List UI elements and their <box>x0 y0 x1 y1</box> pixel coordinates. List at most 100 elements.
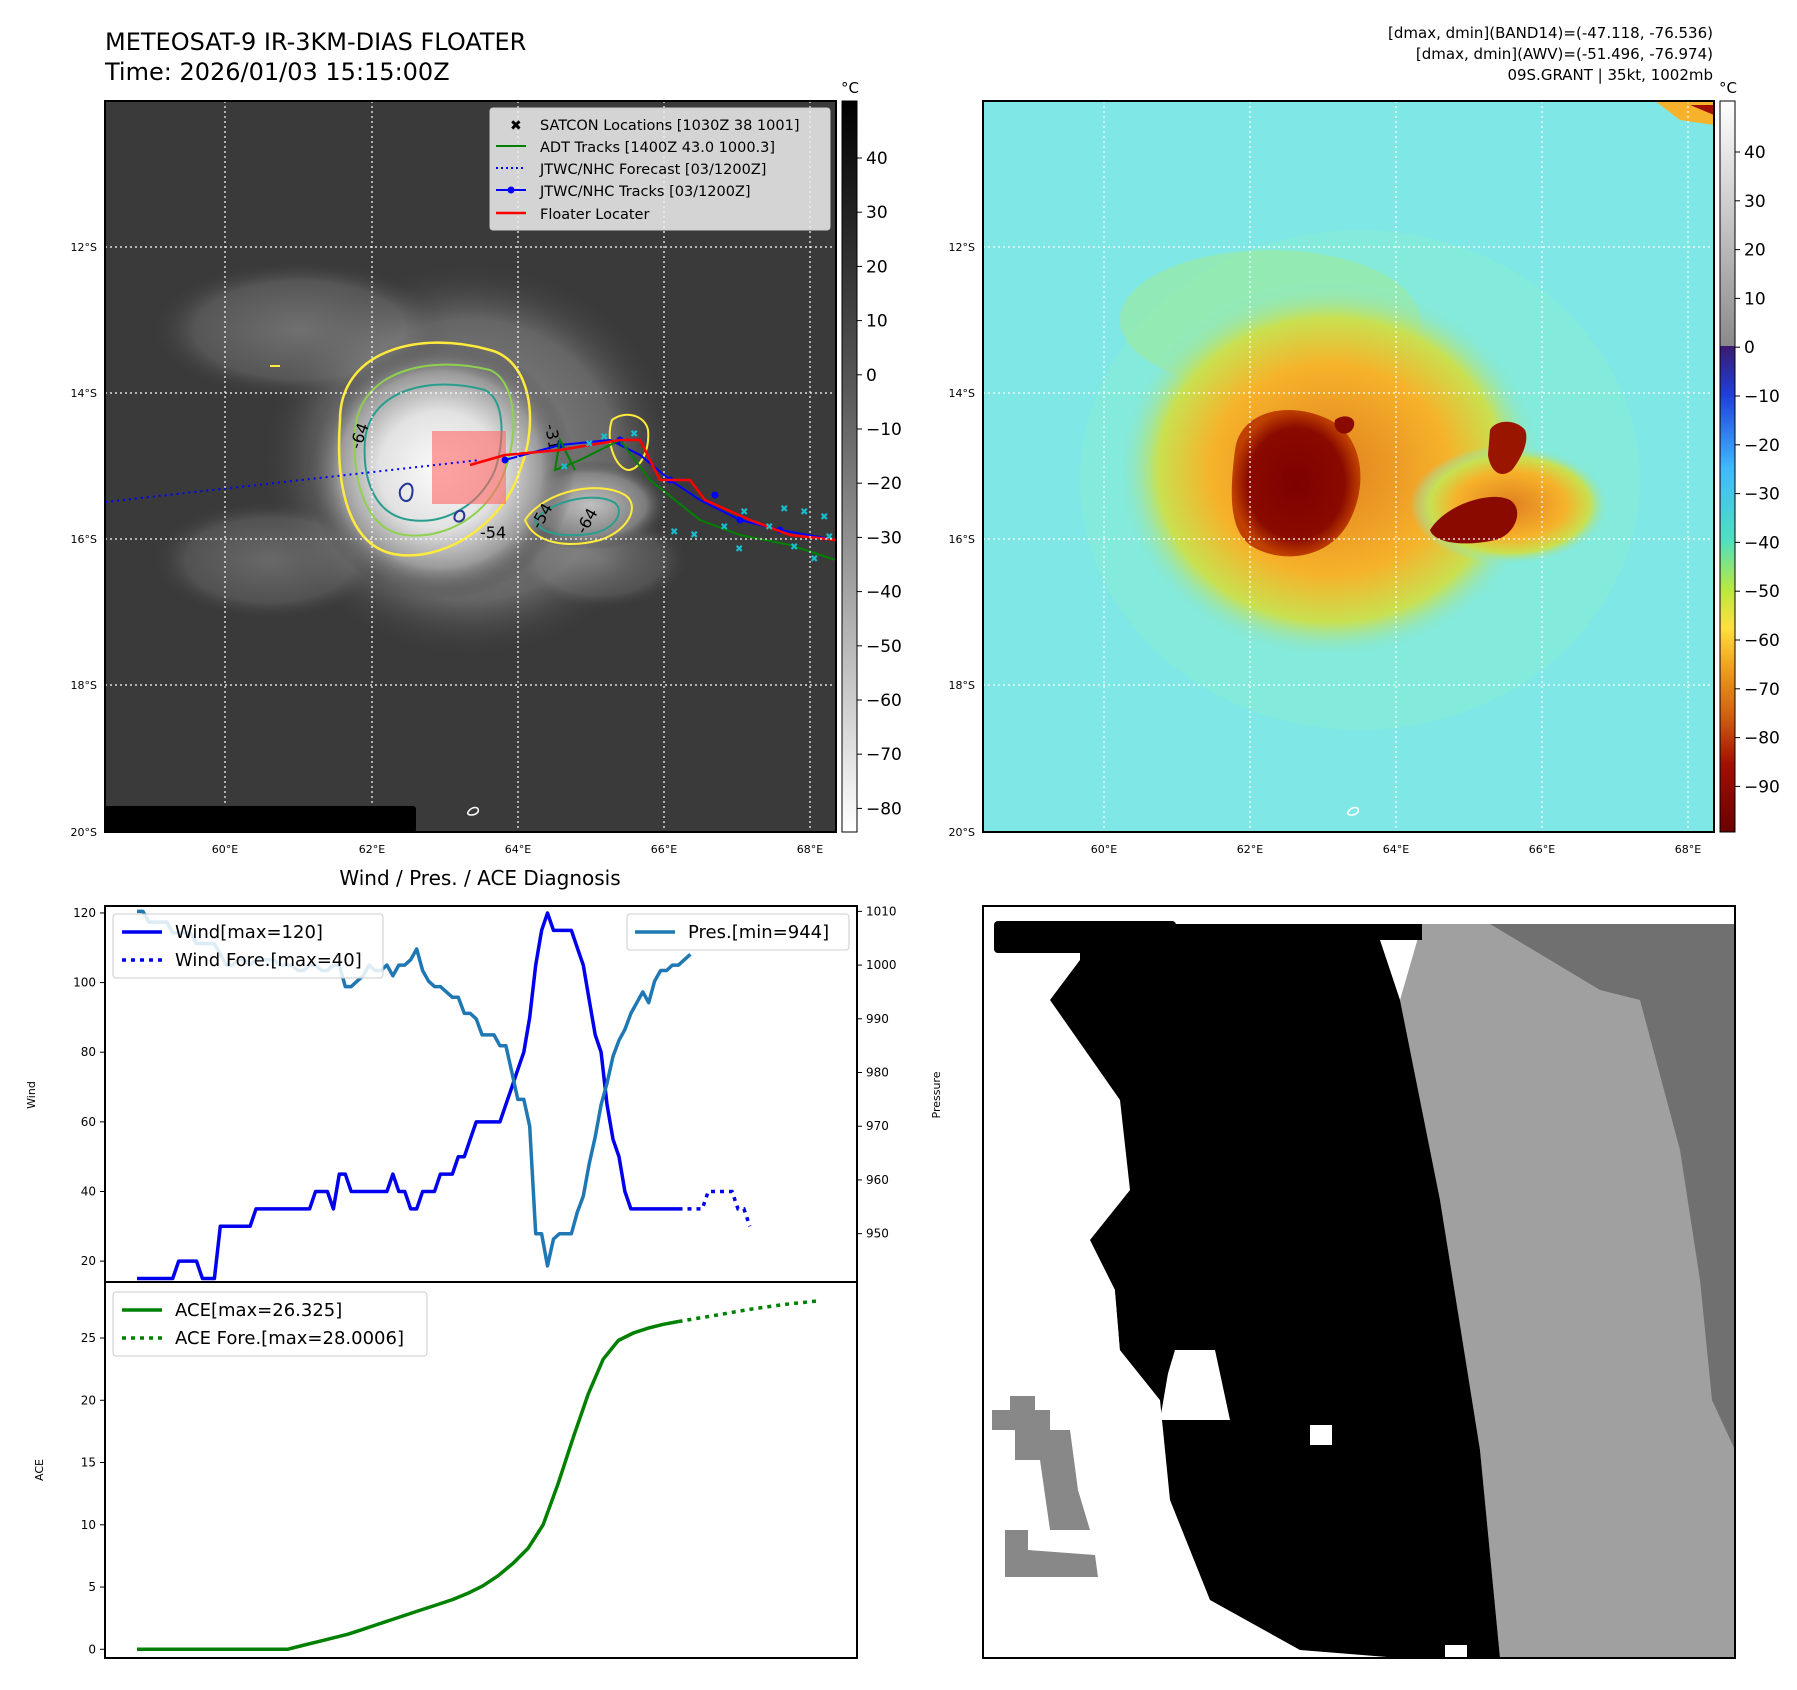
legend-forecast-label: JTWC/NHC Forecast [03/1200Z] <box>539 162 766 178</box>
ir-colorbar-tick-label: 20 <box>866 257 888 277</box>
stats-line1: [dmax, dmin](BAND14)=(-47.118, -76.536) <box>1388 24 1713 42</box>
wmg-frame <box>982 905 1736 1659</box>
ir-lat-label: 20°S <box>71 826 97 839</box>
wind-tick-label: 120 <box>73 906 96 920</box>
legend-floater-label: Floater Locater <box>540 207 649 223</box>
wind-line <box>137 911 679 1281</box>
pressure-tick-label: 1000 <box>866 958 897 972</box>
bd-colorbar-tick-label: −20 <box>1744 436 1780 456</box>
svg-text:✖: ✖ <box>740 507 748 518</box>
bd-colorbar-tick-label: −30 <box>1744 485 1780 505</box>
bd-colorbar-tick-label: −10 <box>1744 387 1780 407</box>
wind-tick-label: 40 <box>81 1184 96 1198</box>
bd-lon-label: 60°E <box>1091 843 1117 856</box>
bd-colorbar-tick-label: 30 <box>1744 192 1766 212</box>
pressure-tick-label: 970 <box>866 1119 889 1133</box>
bd-colorbar-lower <box>1720 346 1735 832</box>
wind-forecast-line <box>678 1189 752 1227</box>
bd-colorbar-tick-label: 20 <box>1744 241 1766 261</box>
wind-tick-label: 80 <box>81 1045 96 1059</box>
svg-text:✖: ✖ <box>720 522 728 533</box>
contour-label-2: -54 <box>480 523 506 542</box>
pressure-tick-label: 990 <box>866 1012 889 1026</box>
floater-box <box>432 431 506 504</box>
wmg-light-gray-region <box>1400 924 1735 1658</box>
ace-tick-label: 0 <box>88 1642 96 1656</box>
svg-text:✖: ✖ <box>765 522 773 533</box>
svg-text:✖: ✖ <box>670 527 678 538</box>
stats-line2: [dmax, dmin](AWV)=(-51.496, -76.974) <box>1416 45 1713 63</box>
bd-lon-label: 66°E <box>1529 843 1555 856</box>
pressure-axis-label: Pressure <box>930 1071 943 1118</box>
legend-ace-fore-label: ACE Fore.[max=28.0006] <box>175 1328 404 1349</box>
svg-text:✖: ✖ <box>800 507 808 518</box>
bd-lon-label: 62°E <box>1237 843 1263 856</box>
ir-lat-labels: 12°S 14°S 16°S 18°S 20°S <box>71 241 97 839</box>
bd-colorbar-tick-label: −50 <box>1744 582 1780 602</box>
svg-text:✖: ✖ <box>810 554 818 565</box>
wmg-count-label: WMG Count: 0 <box>1002 927 1155 949</box>
ir-lat-label: 14°S <box>71 387 97 400</box>
legend-pressure-label: Pres.[min=944] <box>688 922 829 943</box>
svg-text:✖: ✖ <box>735 544 743 555</box>
bd-lat-label: 16°S <box>949 533 975 546</box>
floater-locater-track <box>469 438 836 542</box>
wmg-count-badge <box>994 921 1176 953</box>
bd-colorbar-tick-label: −60 <box>1744 631 1780 651</box>
legend-adt-label: ADT Tracks [1400Z 43.0 1000.3] <box>540 140 775 156</box>
bd-map-frame <box>982 100 1715 833</box>
ace-tick-label: 25 <box>81 1331 96 1345</box>
svg-text:✖: ✖ <box>560 462 568 473</box>
wind-pressure-chart: 20 40 60 80 100 120 950 960 970 980 990 1000 1010 Wi… <box>25 904 943 1283</box>
bd-lat-labels: 12°S 14°S 16°S 18°S 20°S <box>949 241 975 839</box>
ir-colorbar-tick-label: 0 <box>866 366 877 386</box>
bd-colorbar-tick-label: −90 <box>1744 777 1780 797</box>
copyright-text: Copyright © 2020-2026 Dapiya <box>108 810 387 829</box>
bd-colorbar-tick-label: 0 <box>1744 338 1755 358</box>
diagnosis-title: Wind / Pres. / ACE Diagnosis <box>339 866 620 890</box>
ir-map-frame <box>104 100 837 833</box>
wind-tick-label: 20 <box>81 1254 96 1268</box>
ace-marks: 0 5 10 15 20 25 <box>81 1298 821 1656</box>
adt-track <box>553 436 836 561</box>
legend-satcon-label: SATCON Locations [1030Z 38 1001] <box>540 118 799 134</box>
ace-axis-label: ACE <box>33 1459 46 1481</box>
wmg-gray-patch <box>992 1396 1090 1530</box>
wind-pressure-marks: 20 40 60 80 100 120 950 960 970 980 990 1000 1010 <box>73 904 897 1281</box>
bd-lat-label: 18°S <box>949 679 975 692</box>
ir-colorbar-tick-label: −20 <box>866 474 902 494</box>
ir-lon-label: 62°E <box>359 843 385 856</box>
ir-colorbar-tick-label: 30 <box>866 203 888 223</box>
bd-colorbar-tick-label: 40 <box>1744 143 1766 163</box>
svg-text:✖: ✖ <box>630 429 638 440</box>
ace-chart: 0 5 10 15 20 25 ACE ACE[max=26.325] ACE Fore.… <box>33 1281 858 1659</box>
storm-summary: 09S.GRANT | 35kt, 1002mb <box>1507 66 1713 84</box>
title-line2: Time: 2026/01/03 15:15:00Z <box>104 58 450 86</box>
ir-colorbar-unit: °C <box>841 79 859 97</box>
wmg-black-region <box>1050 924 1500 1658</box>
svg-text:✖: ✖ <box>790 542 798 553</box>
wind-tick-label: 60 <box>81 1115 96 1129</box>
ir-colorbar-tick-label: 40 <box>866 149 888 169</box>
svg-text:✖: ✖ <box>690 530 698 541</box>
bd-map-panel: 12°S 14°S 16°S 18°S 20°S 60°E 62°E 64°E … <box>949 79 1780 856</box>
bd-gridlines <box>983 101 1714 832</box>
ir-colorbar-tick-label: −10 <box>866 420 902 440</box>
ir-colorbar-tick-label: −30 <box>866 528 902 548</box>
svg-text:✖: ✖ <box>780 504 788 515</box>
wmg-panel: WMG Count: 0 <box>982 905 1736 1659</box>
pressure-tick-label: 1010 <box>866 904 897 918</box>
legend-wind-fore-label: Wind Fore.[max=40] <box>175 950 362 971</box>
wmg-dark-gray-region <box>1490 924 1735 1450</box>
wind-tick-label: 100 <box>73 976 96 990</box>
ir-cloud-imagery: -64 -54 -54 -64 -31 ✖ ✖✖✖ ✖ ✖ ✖✖ ✖✖✖✖ ✖ ✖✖✖ <box>105 260 836 816</box>
ace-line <box>137 1319 679 1652</box>
ir-legend: ✖ SATCON Locations [1030Z 38 1001] ADT T… <box>489 107 831 231</box>
ir-lat-label: 18°S <box>71 679 97 692</box>
ir-colorbar-tick-label: −40 <box>866 583 902 603</box>
ir-colorbar-tick-label: −70 <box>866 745 902 765</box>
ir-colorbar <box>841 100 858 833</box>
ace-tick-label: 20 <box>81 1393 96 1407</box>
bd-colorbar-upper <box>1720 101 1735 346</box>
svg-text:✖: ✖ <box>825 532 833 543</box>
